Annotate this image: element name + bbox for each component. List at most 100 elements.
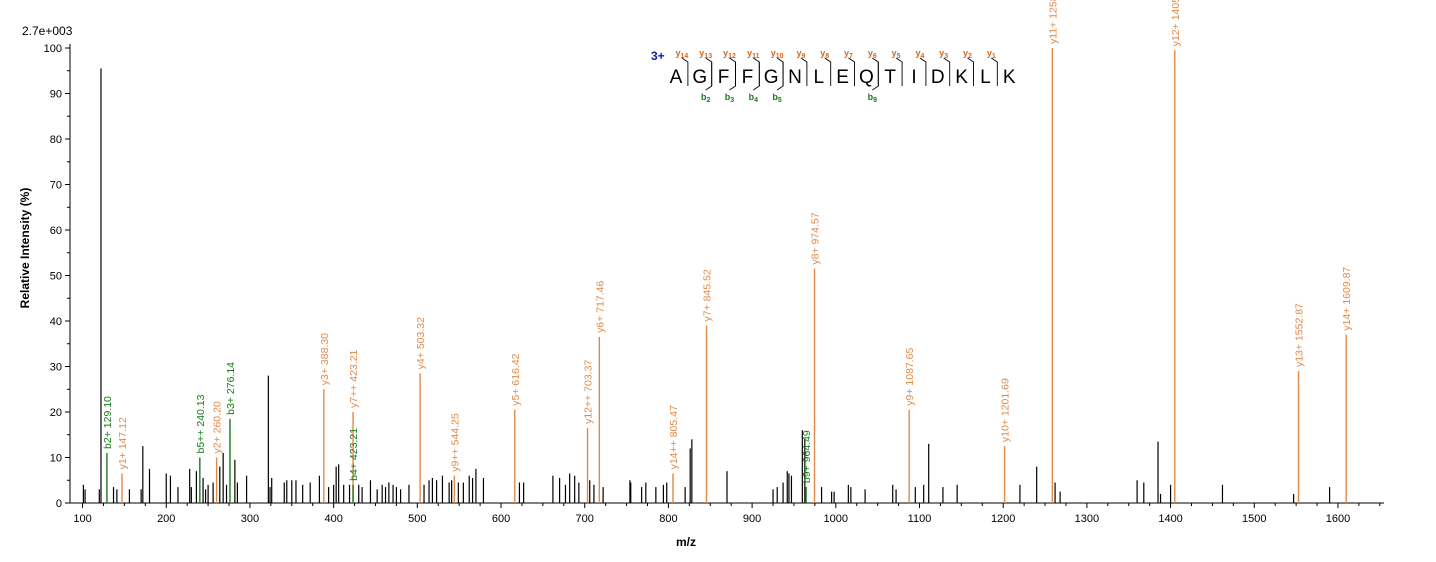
charge-state-label: 3+ [651,49,665,63]
b-ion-bracket [753,62,760,91]
x-tick-label: 100 [73,513,91,525]
b-ion-bracket [729,62,736,91]
y-ion-marker-label: y7 [844,48,853,60]
x-tick-label: 300 [241,513,259,525]
y-ion-label: y13+ 1552.87 [1294,303,1306,367]
y-tick-label: 90 [50,89,62,101]
x-tick-label: 200 [157,513,175,525]
y-ion-label: y12++ 703.37 [583,360,595,424]
y-ion-label: y7+ 845.52 [702,269,714,321]
y-tick-label: 60 [50,225,62,237]
y-ion-label: y14++ 805.47 [668,405,680,469]
y-ion-marker-label: y11 [747,48,760,60]
y-ion-bracket [824,57,832,86]
y-ion-label: y2+ 260.20 [212,401,224,453]
y-tick-label: 100 [44,43,62,55]
sequence-residue: L [980,67,991,88]
y-tick-label: 0 [56,498,62,510]
y-ion-bracket [919,57,927,86]
b-ion-label: b2+ 129.10 [102,396,114,449]
b-ion-label: b4+ 423.21 [348,428,360,481]
y-ion-label: y12+ 1405 [1170,0,1182,46]
b-ion-bracket [705,62,713,91]
y-ion-bracket [800,57,808,86]
y-tick-label: 40 [50,316,62,328]
sequence-residue: E [836,67,849,88]
y-ion-label: y9+ 1087.65 [904,347,916,405]
sequence-residue: N [788,67,802,88]
x-tick-label: 900 [743,513,761,525]
y-ion-label: y11+ 1258.71 [1047,0,1059,44]
b-ion-bracket [872,62,879,91]
x-tick-label: 1300 [1075,513,1099,525]
y-tick-label: 10 [50,453,62,465]
y-ion-label: y1+ 147.12 [117,417,129,469]
sequence-residue: F [718,67,730,88]
y-ion-bracket [753,57,760,86]
x-axis-ticks: 100 200 300 400 500 600 700 800 900 1000 1100 1200 1… [73,503,1381,525]
b-ion-bracket [776,62,784,91]
b-ion-marker-label: b2 [701,92,711,104]
x-tick-label: 800 [659,513,677,525]
y-ion-label: y9++ 544.25 [449,413,461,472]
x-tick-label: 1100 [908,513,932,525]
y-axis-title: Relative Intensity (%) [18,188,32,309]
x-tick-label: 700 [576,513,594,525]
axes [69,44,1384,504]
y-ion-bracket [943,57,951,86]
y-ion-marker-label: y12 [723,48,736,60]
sequence-residue: Q [859,67,874,88]
x-tick-label: 600 [492,513,510,525]
y-tick-label: 50 [50,271,62,283]
x-tick-label: 1200 [991,513,1015,525]
sequence-residue: G [764,67,779,88]
y-ion-marker-label: y14 [675,48,688,60]
x-tick-label: 1000 [824,513,848,525]
y-ion-label: y3+ 388.30 [319,333,331,385]
y-ion-marker-label: y2 [963,48,972,60]
y-ion-label: y8+ 974.57 [810,212,822,264]
x-tick-label: 400 [324,513,342,525]
y-ion-bracket [991,57,998,86]
sequence-residue: G [692,67,707,88]
intensity-scale-label: 2.7e+003 [22,24,73,38]
sequence-residue: F [742,67,754,88]
b-ion-marker-label: b5 [772,92,782,104]
sequence-residue: I [911,67,916,88]
sequence-residue: D [931,67,945,88]
b-ion-label: b9+ 964.49 [801,430,813,483]
x-tick-label: 1600 [1326,513,1350,525]
y-ion-marker-label: y6 [868,48,877,60]
peaks [82,48,1347,503]
y-ion-bracket [848,57,855,86]
y-ion-bracket [681,57,689,86]
y-ion-marker-label: y10 [771,48,784,60]
b-ion-marker-label: b3 [725,92,735,104]
y-ion-bracket [895,57,903,86]
y-tick-label: 70 [50,180,62,192]
y-ion-marker-label: y8 [820,48,829,60]
sequence-residue: T [884,67,896,88]
y-ion-label: y10+ 1201.69 [1000,378,1012,442]
y-ion-label: y7++ 423.21 [348,349,360,408]
y-axis-ticks: 0 10 20 30 40 50 60 70 80 90 100 [44,43,70,510]
y-ion-label: y5+ 616.42 [510,353,522,405]
y-ion-label: y6+ 717.46 [594,281,606,333]
x-tick-label: 1500 [1242,513,1266,525]
y-ion-label: y14+ 1609.87 [1341,267,1353,331]
y-ion-marker-label: y3 [939,48,948,60]
x-tick-label: 500 [408,513,426,525]
b-ion-label: b3+ 276.14 [225,362,237,415]
sequence-residue: K [955,67,968,88]
sequence-residue: A [670,67,683,88]
b-ion-marker-label: b4 [749,92,759,104]
y-ion-bracket [729,57,736,86]
b-ion-label: b5++ 240.13 [195,394,207,453]
peak-labels: b2+ 129.10 y1+ 147.12 b5++ 240.13 y2+ 260.2… [102,0,1353,483]
y-ion-marker-label: y13 [699,48,712,60]
y-ion-marker-label: y9 [796,48,805,60]
y-tick-label: 30 [50,362,62,374]
y-ion-bracket [967,57,974,86]
sequence-residue: K [1003,67,1016,88]
